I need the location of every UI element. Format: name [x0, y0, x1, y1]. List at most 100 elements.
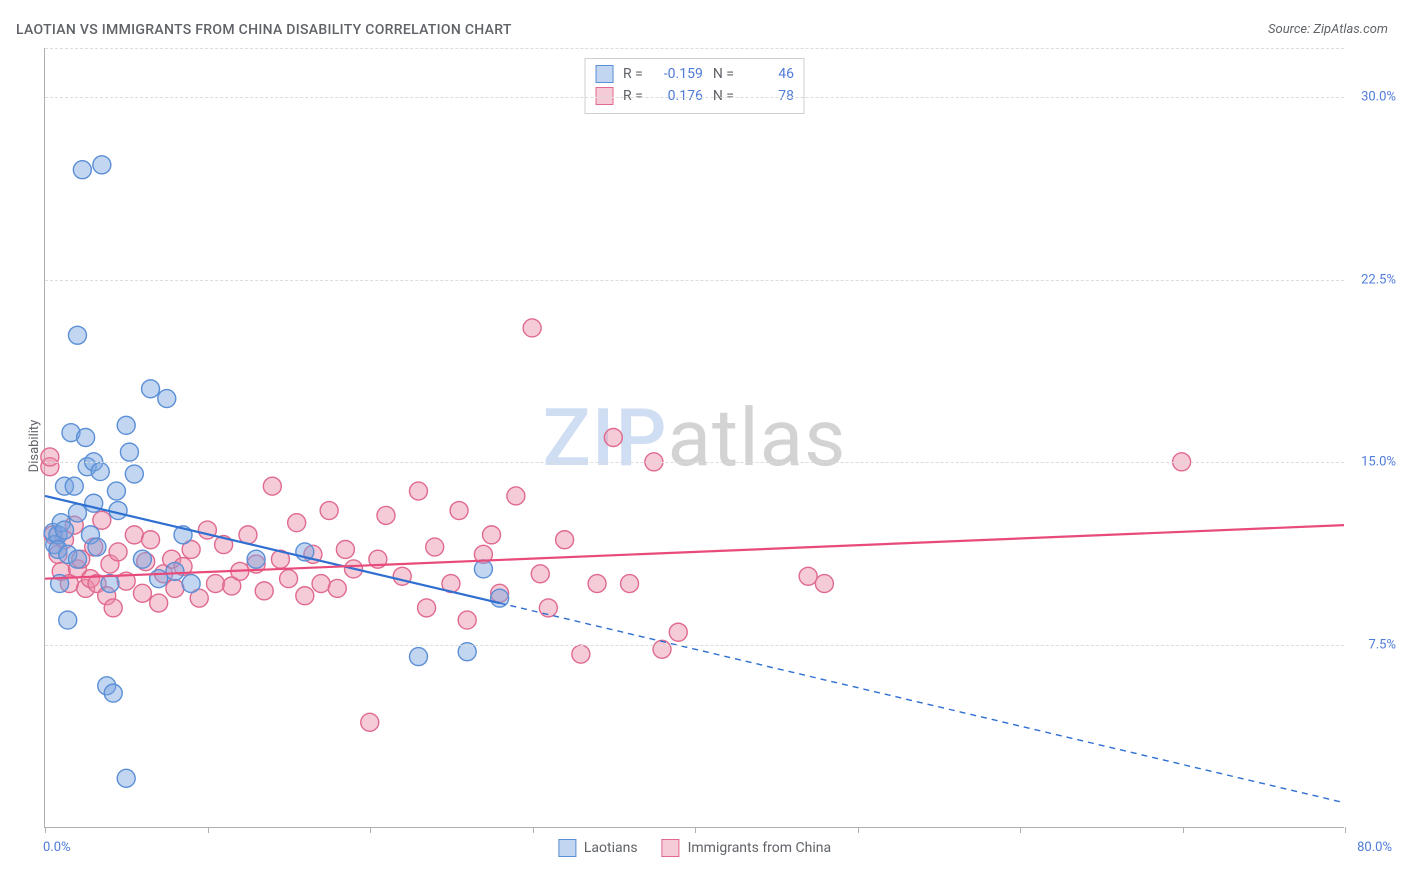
scatter-point-laotians [88, 538, 106, 556]
stat-r-label: R = [623, 63, 643, 85]
scatter-point-immigrants_china [815, 575, 833, 593]
scatter-point-immigrants_china [166, 579, 184, 597]
scatter-point-immigrants_china [799, 567, 817, 585]
scatter-point-immigrants_china [336, 540, 354, 558]
scatter-point-laotians [166, 562, 184, 580]
stats-row-laotians: R = -0.159 N = 46 [595, 63, 794, 85]
scatter-point-immigrants_china [483, 526, 501, 544]
x-origin-label: 0.0% [43, 840, 71, 855]
stats-legend-box: R = -0.159 N = 46 R = 0.176 N = 78 [584, 58, 805, 114]
scatter-point-laotians [73, 161, 91, 179]
ytick-label: 15.0% [1350, 455, 1396, 470]
scatter-point-immigrants_china [133, 584, 151, 602]
scatter-point-immigrants_china [507, 487, 525, 505]
scatter-point-immigrants_china [418, 599, 436, 617]
scatter-point-laotians [474, 560, 492, 578]
gridline [45, 97, 1344, 98]
ytick-label: 30.0% [1350, 89, 1396, 104]
scatter-point-immigrants_china [409, 482, 427, 500]
scatter-point-laotians [55, 521, 73, 539]
gridline [45, 48, 1344, 49]
scatter-point-immigrants_china [377, 506, 395, 524]
scatter-point-laotians [491, 589, 509, 607]
legend-label-china: Immigrants from China [688, 840, 832, 856]
scatter-point-laotians [117, 416, 135, 434]
scatter-point-immigrants_china [523, 319, 541, 337]
y-axis-label: Disability [27, 420, 42, 473]
scatter-point-immigrants_china [280, 570, 298, 588]
stat-n-label: N = [713, 63, 734, 85]
scatter-point-laotians [107, 482, 125, 500]
scatter-point-immigrants_china [263, 477, 281, 495]
legend-swatch-china [662, 839, 680, 857]
legend-item-china: Immigrants from China [662, 839, 832, 857]
scatter-point-laotians [182, 575, 200, 593]
chart-title: LAOTIAN VS IMMIGRANTS FROM CHINA DISABIL… [16, 22, 512, 38]
scatter-point-immigrants_china [125, 526, 143, 544]
scatter-point-immigrants_china [450, 502, 468, 520]
scatter-point-immigrants_china [539, 599, 557, 617]
scatter-point-immigrants_china [255, 582, 273, 600]
plot-area: ZIPatlas R = -0.159 N = 46 R = 0.176 N =… [44, 48, 1344, 828]
xtick [1020, 827, 1021, 833]
scatter-point-laotians [158, 390, 176, 408]
scatter-point-laotians [120, 443, 138, 461]
xtick [695, 827, 696, 833]
scatter-point-immigrants_china [458, 611, 476, 629]
scatter-point-laotians [65, 477, 83, 495]
source-attribution: Source: ZipAtlas.com [1268, 22, 1388, 37]
scatter-point-laotians [125, 465, 143, 483]
scatter-point-immigrants_china [426, 538, 444, 556]
legend-label-laotians: Laotians [584, 840, 638, 856]
scatter-point-laotians [142, 380, 160, 398]
trendline-extrapolated-laotians [500, 603, 1344, 803]
scatter-point-laotians [68, 550, 86, 568]
scatter-point-laotians [68, 504, 86, 522]
scatter-point-immigrants_china [207, 575, 225, 593]
stat-n-value-laotians: 46 [744, 63, 794, 85]
scatter-point-laotians [68, 326, 86, 344]
gridline [45, 462, 1344, 463]
scatter-point-immigrants_china [621, 575, 639, 593]
xtick [1183, 827, 1184, 833]
xtick [370, 827, 371, 833]
xtick [1345, 827, 1346, 833]
scatter-point-immigrants_china [142, 531, 160, 549]
scatter-point-immigrants_china [93, 511, 111, 529]
scatter-point-immigrants_china [328, 579, 346, 597]
scatter-point-immigrants_china [104, 599, 122, 617]
ytick-label: 22.5% [1350, 272, 1396, 287]
scatter-point-laotians [247, 550, 265, 568]
scatter-point-immigrants_china [669, 623, 687, 641]
scatter-point-laotians [91, 463, 109, 481]
xtick [45, 827, 46, 833]
gridline [45, 645, 1344, 646]
stat-r-value-laotians: -0.159 [653, 63, 703, 85]
bottom-legend: Laotians Immigrants from China [558, 839, 831, 857]
scatter-point-immigrants_china [588, 575, 606, 593]
swatch-laotians [595, 65, 613, 83]
scatter-point-immigrants_china [556, 531, 574, 549]
scatter-point-immigrants_china [604, 429, 622, 447]
scatter-point-laotians [409, 648, 427, 666]
scatter-point-immigrants_china [312, 575, 330, 593]
gridline [45, 280, 1344, 281]
ytick-label: 7.5% [1350, 638, 1396, 653]
scatter-point-laotians [104, 684, 122, 702]
scatter-point-immigrants_china [572, 645, 590, 663]
scatter-point-immigrants_china [296, 587, 314, 605]
scatter-point-immigrants_china [320, 502, 338, 520]
scatter-point-immigrants_china [150, 594, 168, 612]
xtick [208, 827, 209, 833]
x-max-label: 80.0% [1357, 840, 1392, 855]
scatter-svg [45, 48, 1344, 827]
scatter-point-laotians [77, 429, 95, 447]
scatter-point-laotians [133, 550, 151, 568]
scatter-point-laotians [150, 570, 168, 588]
legend-item-laotians: Laotians [558, 839, 638, 857]
scatter-point-laotians [93, 156, 111, 174]
scatter-point-laotians [117, 769, 135, 787]
legend-swatch-laotians [558, 839, 576, 857]
scatter-point-immigrants_china [109, 543, 127, 561]
scatter-point-laotians [59, 611, 77, 629]
